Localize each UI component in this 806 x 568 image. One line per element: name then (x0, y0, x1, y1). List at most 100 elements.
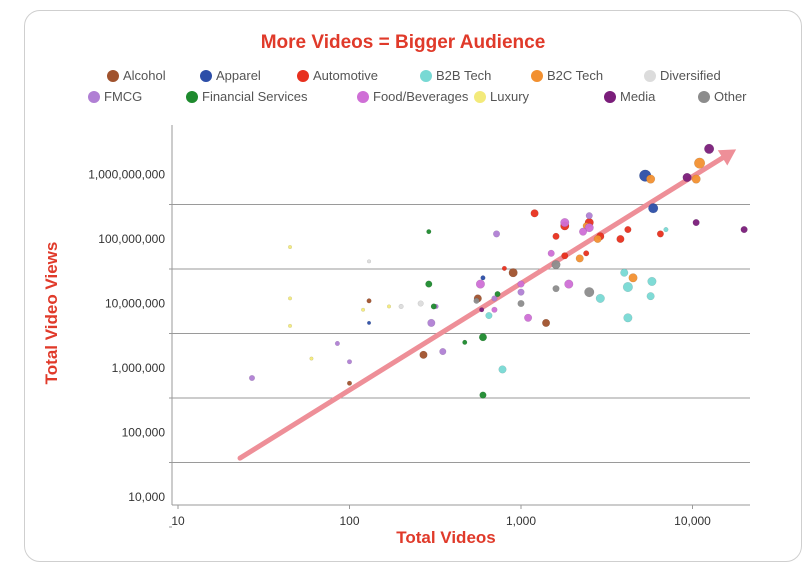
point-media (479, 307, 485, 313)
point-b2c-tech (575, 254, 584, 263)
legend-swatch-food-beverages (357, 90, 369, 103)
legend-item-luxury: Luxury (474, 89, 529, 104)
legend-swatch-alcohol (107, 69, 119, 82)
point-alcohol (542, 318, 551, 327)
legend-item-media: Media (604, 89, 655, 104)
point-food-beverages (547, 249, 555, 257)
point-b2c-tech (628, 273, 638, 283)
x-axis-label: Total Videos (396, 528, 496, 547)
y-tick-label: 10,000,000 (105, 297, 165, 311)
point-financial-services (430, 303, 437, 310)
point-other (551, 260, 561, 270)
point-b2b-tech (485, 312, 493, 320)
legend-swatch-b2c-tech (531, 69, 543, 82)
legend-swatch-automotive (297, 69, 309, 82)
trend-arrow-head (717, 149, 737, 166)
legend-label: Diversified (660, 68, 721, 83)
point-alcohol (366, 298, 372, 304)
point-diversified (366, 259, 372, 264)
point-financial-services (462, 339, 468, 345)
x-tick-label: 100 (339, 514, 359, 528)
legend-item-food-beverages: Food/Beverages (357, 89, 468, 104)
point-apparel (480, 275, 486, 281)
point-food-beverages (564, 279, 574, 289)
point-luxury (287, 296, 293, 301)
point-alcohol (419, 350, 428, 359)
point-other (517, 299, 525, 308)
legend-item-b2c-tech: B2C Tech (531, 68, 603, 83)
point-b2b-tech (622, 281, 633, 293)
point-apparel (366, 320, 372, 325)
point-luxury (309, 356, 314, 361)
y-tick-label: 1,000,000,000 (88, 168, 165, 182)
x-tick-label: 1,000 (506, 514, 536, 528)
legend-label: FMCG (104, 89, 143, 104)
point-apparel (648, 203, 659, 214)
legend-label: Apparel (216, 68, 261, 83)
point-b2b-tech (663, 227, 669, 233)
point-automotive (530, 209, 539, 218)
point-fmcg (439, 347, 447, 356)
legend-swatch-fmcg (88, 90, 100, 103)
legend-item-fmcg: FMCG (88, 89, 142, 104)
point-food-beverages (475, 279, 485, 289)
point-financial-services (478, 333, 488, 342)
point-fmcg (248, 374, 256, 382)
legend-item-diversified: Diversified (644, 68, 721, 83)
point-food-beverages (491, 306, 498, 313)
point-other (552, 285, 560, 293)
point-media (682, 172, 692, 183)
legend-swatch-financial-services (186, 90, 198, 103)
legend-label: B2B Tech (436, 68, 492, 83)
point-luxury (287, 323, 293, 328)
point-financial-services (479, 391, 487, 399)
point-fmcg (492, 230, 501, 238)
point-automotive (624, 226, 632, 234)
point-b2b-tech (623, 313, 633, 323)
legend-label: Financial Services (202, 89, 308, 104)
point-automotive (583, 250, 590, 257)
chart-title: More Videos = Bigger Audience (260, 32, 546, 53)
y-tick-label: 100,000 (122, 426, 166, 440)
legend-item-financial-services: Financial Services (186, 89, 308, 104)
y-tick-label: 10,000 (128, 490, 165, 504)
legend-label: Automotive (313, 68, 379, 83)
legend-item-alcohol: Alcohol (107, 68, 166, 83)
legend-item-apparel: Apparel (200, 68, 261, 83)
legend-item-b2b-tech: B2B Tech (420, 68, 491, 83)
legend-item-automotive: Automotive (297, 68, 378, 83)
point-other (584, 287, 595, 298)
legend-swatch-other (698, 90, 710, 103)
point-fmcg (427, 318, 436, 327)
point-b2b-tech (646, 292, 655, 301)
point-media (692, 218, 700, 227)
chart-card (24, 10, 802, 562)
point-media (740, 226, 748, 234)
point-b2c-tech (593, 234, 602, 244)
legend-label: B2C Tech (547, 68, 604, 83)
point-fmcg (585, 212, 593, 220)
point-luxury (287, 245, 293, 250)
legend-swatch-diversified (644, 69, 656, 82)
point-automotive (552, 232, 560, 240)
point-financial-services (425, 280, 433, 288)
point-automotive (616, 234, 625, 244)
legend-swatch-media (604, 90, 616, 103)
point-automotive (656, 230, 664, 238)
point-b2b-tech (647, 276, 657, 286)
point-alcohol (508, 268, 518, 278)
legend-label: Luxury (490, 89, 530, 104)
point-fmcg (334, 340, 340, 347)
point-b2b-tech (498, 365, 507, 374)
point-fmcg (491, 295, 498, 302)
point-b2c-tech (694, 157, 706, 169)
point-financial-services (426, 229, 432, 235)
x-tick-label: 10 (171, 514, 185, 528)
legend-item-other: Other (698, 89, 747, 104)
point-food-beverages (517, 280, 525, 288)
x-tick-label: 10,000 (674, 514, 711, 528)
point-financial-services (494, 291, 501, 298)
legend-label: Food/Beverages (373, 89, 469, 104)
legend-swatch-luxury (474, 90, 486, 103)
